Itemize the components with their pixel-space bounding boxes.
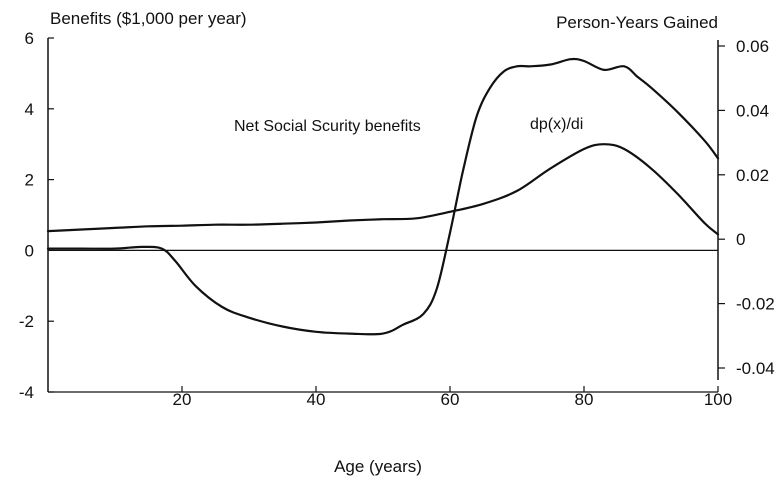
x-tick-label: 20 [173,390,192,409]
left-y-tick-label: -4 [19,383,34,402]
left-y-tick-label: 6 [25,29,34,48]
ticks-group: 20 40 60 80 100 -4 -2 0 2 4 6 -0.04 -0.02 0 0.02 0.04 0.… [19,29,775,409]
right-y-tick-label: 0.04 [736,101,769,120]
series-label-net-benefits: Net Social Scurity benefits [234,118,421,135]
series-label-dpdi: dp(x)/di [530,116,583,133]
series-line-dpdi [46,143,720,236]
right-y-tick-label: 0 [736,230,745,249]
left-y-tick-label: 0 [25,241,34,260]
x-tick-label: 80 [575,390,594,409]
left-y-tick-label: -2 [19,312,34,331]
x-axis-label: Age (years) [334,457,422,476]
series-line-net-benefits [46,57,720,336]
right-y-tick-label: -0.02 [736,295,775,314]
x-tick-label: 40 [307,390,326,409]
left-axis-label: Benefits ($1,000 per year) [50,9,247,28]
x-tick-label: 60 [441,390,460,409]
right-axis-label: Person-Years Gained [556,13,718,32]
left-y-tick-label: 2 [25,171,34,190]
x-tick-label: 100 [704,390,732,409]
right-y-tick-label: 0.06 [736,37,769,56]
series-group [46,57,720,336]
left-y-tick-label: 4 [25,100,34,119]
axes-group [47,38,719,392]
right-y-tick-label: -0.04 [736,359,775,378]
right-y-tick-label: 0.02 [736,166,769,185]
